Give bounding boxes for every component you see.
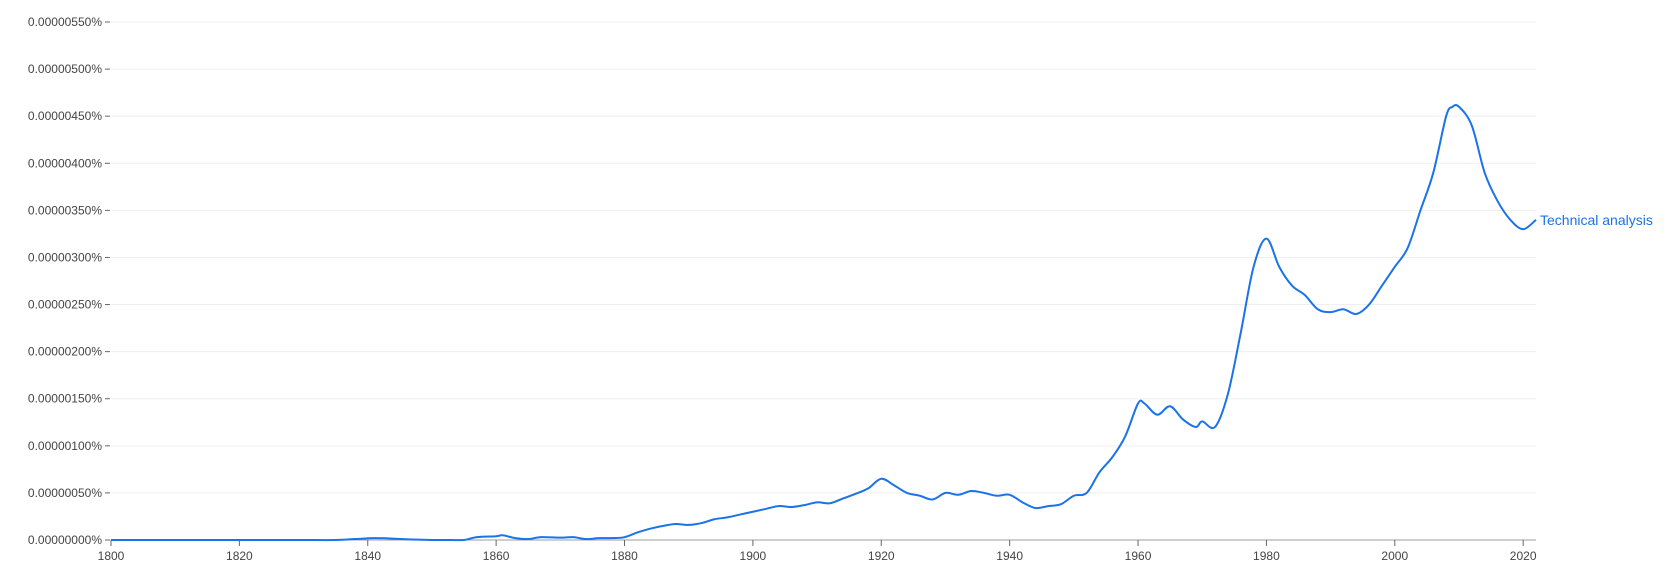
series-line	[111, 103, 1537, 542]
x-tick-label: 2000	[1381, 549, 1408, 563]
y-tick-label: 0.00000550%	[28, 15, 102, 29]
x-tick-label: 1940	[996, 549, 1023, 563]
x-tick-label: 1980	[1253, 549, 1280, 563]
y-tick-label: 0.00000200%	[28, 345, 102, 359]
y-tick-label: 0.00000400%	[28, 156, 102, 170]
x-tick-label: 1880	[611, 549, 638, 563]
grid-lines	[111, 21, 1536, 494]
y-tick-label: 0.00000450%	[28, 109, 102, 123]
y-tick-label: 0.00000150%	[28, 392, 102, 406]
x-tick-label: 1820	[226, 549, 253, 563]
y-tick-label: 0.00000350%	[28, 203, 102, 217]
y-tick-label: 0.00000500%	[28, 62, 102, 76]
series-layer: Technical analysis	[111, 103, 1653, 542]
x-tick-label: 1860	[483, 549, 510, 563]
x-tick-label: 1960	[1125, 549, 1152, 563]
x-axis: 1800 1820 1840 1860 1880 1900 1920 1940 1960 1980…	[98, 539, 1537, 563]
y-axis: 0.00000000% 0.00000050% 0.00000100% 0.00000…	[28, 15, 110, 547]
y-tick-label: 0.00000300%	[28, 250, 102, 264]
y-tick-label: 0.00000250%	[28, 298, 102, 312]
x-tick-label: 1900	[740, 549, 767, 563]
x-tick-label: 1920	[868, 549, 895, 563]
x-tick-label: 2020	[1510, 549, 1537, 563]
series-label[interactable]: Technical analysis	[1540, 212, 1653, 228]
x-tick-label: 1840	[354, 549, 381, 563]
x-tick-label: 1800	[98, 549, 125, 563]
y-tick-label: 0.00000000%	[28, 533, 102, 547]
y-tick-label: 0.00000100%	[28, 439, 102, 453]
y-tick-label: 0.00000050%	[28, 486, 102, 500]
